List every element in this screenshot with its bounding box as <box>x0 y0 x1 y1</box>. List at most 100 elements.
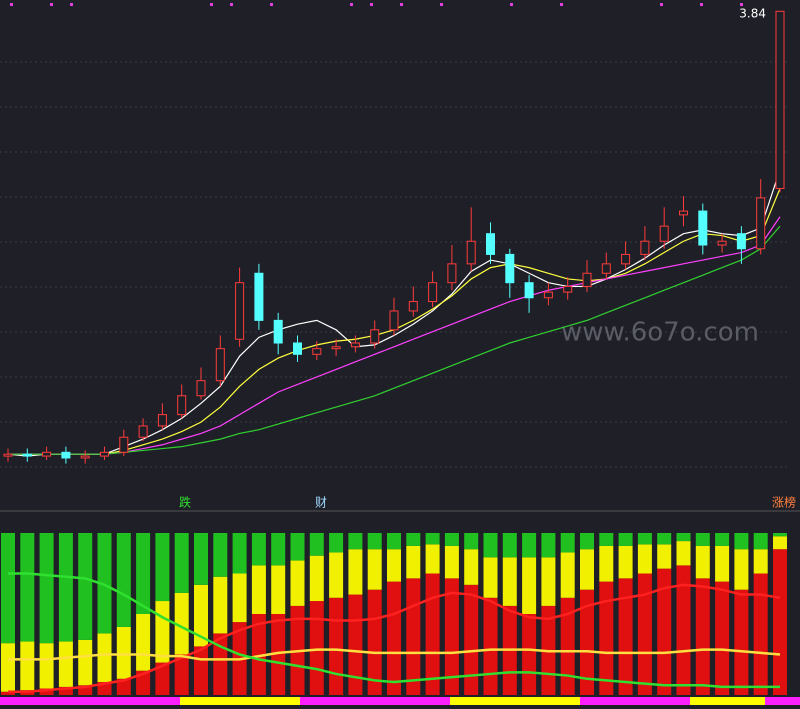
stacked-bar-segment <box>329 552 344 598</box>
stacked-bar-segment <box>20 533 35 642</box>
candle-body <box>61 451 71 459</box>
stacked-bar-segment <box>657 544 672 569</box>
stacked-bar-segment <box>734 549 749 590</box>
stacked-bar-segment <box>348 594 363 695</box>
stacked-bar-segment <box>174 533 189 593</box>
candle-body <box>350 342 360 348</box>
stacked-bar-segment <box>78 639 93 686</box>
stacked-bar-segment <box>155 662 170 695</box>
stacked-bar-segment <box>695 578 710 695</box>
stacked-bar-segment <box>753 549 768 574</box>
stacked-bar-segment <box>97 633 112 683</box>
stacked-bar-segment <box>348 533 363 550</box>
stacked-bar-segment <box>541 557 556 606</box>
top-dot <box>230 3 233 6</box>
candle-body <box>447 263 457 284</box>
stacked-bar-segment <box>637 533 652 545</box>
stacked-bar-segment <box>522 614 537 695</box>
stacked-bar-segment <box>329 597 344 695</box>
stacked-bar-segment <box>58 533 73 642</box>
stacked-bar-segment <box>464 533 479 550</box>
stacked-bar-segment <box>734 589 749 695</box>
stacked-bar-segment <box>406 545 421 579</box>
stacked-bar-segment <box>502 533 517 558</box>
stacked-bar-segment <box>464 549 479 585</box>
stacked-bar-segment <box>194 533 208 585</box>
candle-body <box>601 263 611 274</box>
stacked-bar-segment <box>136 614 151 671</box>
stacked-bar-segment <box>1 533 15 644</box>
stacked-bar-segment <box>290 533 305 561</box>
stacked-bar-segment <box>657 568 672 695</box>
stacked-bar-segment <box>97 533 112 634</box>
candle-body <box>466 240 476 265</box>
stacked-bar-segment <box>599 533 614 546</box>
stacked-bar-segment <box>483 557 498 598</box>
stacked-bar-segment <box>290 560 305 606</box>
stacked-bar-segment <box>329 533 344 553</box>
bottom-strip <box>690 697 765 705</box>
candle-body <box>736 233 746 250</box>
candle-body <box>621 253 631 265</box>
stacked-bar-segment <box>387 533 401 550</box>
stacked-bar-segment <box>425 533 440 545</box>
candle-body <box>119 436 129 453</box>
stacked-bar-segment <box>348 549 363 595</box>
stacked-bar-segment <box>580 589 594 695</box>
stacked-bar-segment <box>39 688 54 695</box>
candle-body <box>428 282 438 303</box>
stacked-bar-segment <box>367 533 382 550</box>
stacked-bar-segment <box>618 533 633 546</box>
candle-body <box>331 346 341 350</box>
stacked-bar-segment <box>271 565 286 614</box>
stacked-bar-segment <box>251 614 266 695</box>
stacked-bar-segment <box>78 533 93 640</box>
bottom-strip <box>450 697 580 705</box>
stacked-bar-segment <box>155 601 170 663</box>
stacked-bar-segment <box>213 576 228 634</box>
stacked-bar-segment <box>676 541 691 566</box>
stacked-bar-segment <box>425 544 440 574</box>
candle-body <box>389 310 399 331</box>
top-dot <box>660 3 663 6</box>
moving-average-line <box>8 225 781 455</box>
candle-body <box>293 342 302 355</box>
top-dot <box>50 3 53 6</box>
stacked-bar-segment <box>58 686 73 695</box>
candle-body <box>756 197 766 250</box>
top-dot <box>210 3 213 6</box>
stacked-bar-segment <box>502 557 517 606</box>
candle-body <box>659 225 669 242</box>
top-dot <box>510 3 513 6</box>
annotation: 财 <box>315 496 327 510</box>
candle-body <box>273 319 283 344</box>
top-dot <box>370 3 373 6</box>
stacked-bar-segment <box>734 533 749 550</box>
stacked-bar-segment <box>637 544 652 574</box>
stacked-bar-segment <box>309 555 324 602</box>
stacked-bar-segment <box>753 533 768 550</box>
stacked-bar-segment <box>78 685 93 695</box>
stacked-bar-segment <box>599 581 614 695</box>
bottom-strip <box>180 697 300 705</box>
stacked-bar-segment <box>406 578 421 695</box>
candle-body <box>312 348 322 355</box>
candle-body <box>100 451 109 457</box>
stacked-bar-segment <box>116 533 131 627</box>
stacked-bar-segment <box>773 536 787 550</box>
stacked-bar-segment <box>232 573 247 623</box>
stacked-bar-segment <box>194 584 208 647</box>
stacked-bar-segment <box>695 545 710 579</box>
candle-body <box>524 282 534 299</box>
stacked-bar-segment <box>444 533 459 546</box>
stacked-bar-segment <box>251 533 266 566</box>
stacked-bar-segment <box>136 670 151 695</box>
candle-body <box>582 272 592 287</box>
stacked-bar-segment <box>444 578 459 695</box>
stacked-bar-segment <box>560 533 575 553</box>
stacked-bar-segment <box>174 592 189 655</box>
stacked-bar-segment <box>174 654 189 695</box>
candle-body <box>408 301 418 312</box>
stacked-bar-segment <box>425 573 440 695</box>
